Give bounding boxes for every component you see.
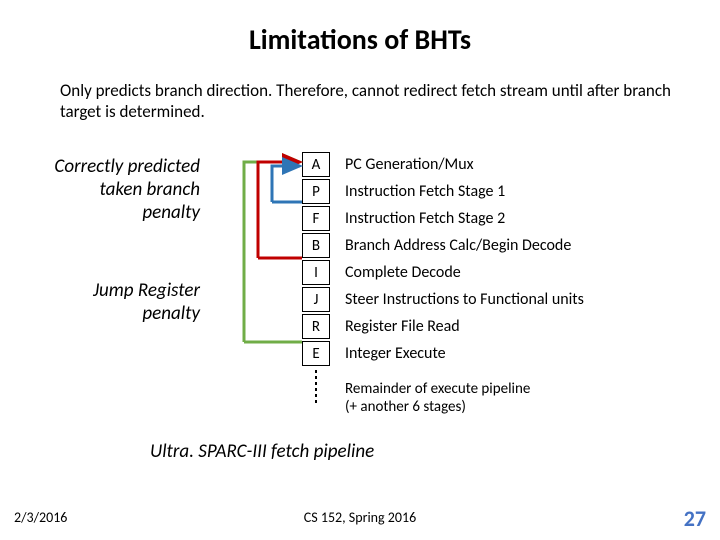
arrows-overlay: [0, 0, 720, 540]
